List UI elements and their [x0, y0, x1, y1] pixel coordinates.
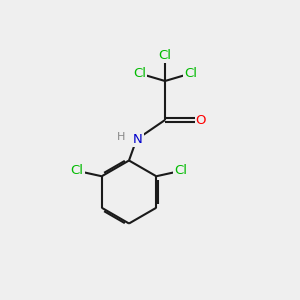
- Text: H: H: [117, 131, 126, 142]
- Text: Cl: Cl: [133, 67, 146, 80]
- Text: O: O: [196, 113, 206, 127]
- Text: Cl: Cl: [158, 49, 172, 62]
- Text: Cl: Cl: [174, 164, 188, 177]
- Text: Cl: Cl: [184, 67, 197, 80]
- Text: Cl: Cl: [70, 164, 84, 177]
- Text: N: N: [133, 133, 143, 146]
